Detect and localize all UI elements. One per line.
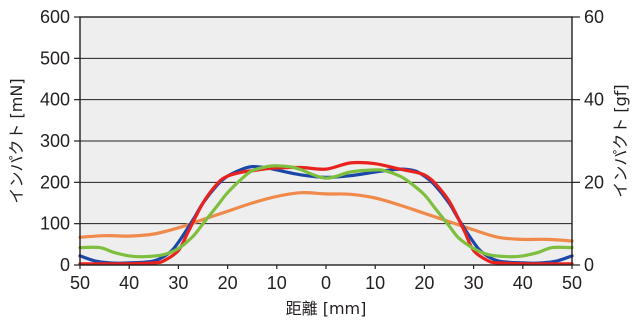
x-tick-label: 10: [267, 273, 287, 293]
y-right-tick-label: 20: [584, 172, 604, 192]
y-right-tick-label: 60: [584, 7, 604, 27]
x-tick-label: 20: [414, 273, 434, 293]
x-tick-label: 20: [218, 273, 238, 293]
x-tick-label: 50: [70, 273, 90, 293]
x-tick-label: 40: [513, 273, 533, 293]
x-tick-label: 0: [321, 273, 331, 293]
x-tick-label: 30: [464, 273, 484, 293]
y-right-tick-label: 40: [584, 90, 604, 110]
x-tick-label: 30: [168, 273, 188, 293]
y-axis-title-right: インパクト [gf]: [611, 84, 630, 197]
y-left-tick-label: 100: [40, 214, 70, 234]
y-right-tick-label: 0: [584, 255, 594, 275]
y-left-tick-label: 0: [60, 255, 70, 275]
y-left-tick-label: 500: [40, 48, 70, 68]
y-left-tick-label: 600: [40, 7, 70, 27]
x-tick-label: 40: [119, 273, 139, 293]
x-tick-label: 50: [562, 273, 582, 293]
y-left-tick-label: 400: [40, 90, 70, 110]
y-left-tick-label: 300: [40, 131, 70, 151]
x-axis-title: 距離 [mm]: [286, 299, 367, 318]
y-left-tick-label: 200: [40, 172, 70, 192]
y-axis-title-left: インパクト [mN]: [7, 78, 26, 203]
x-tick-label: 10: [365, 273, 385, 293]
